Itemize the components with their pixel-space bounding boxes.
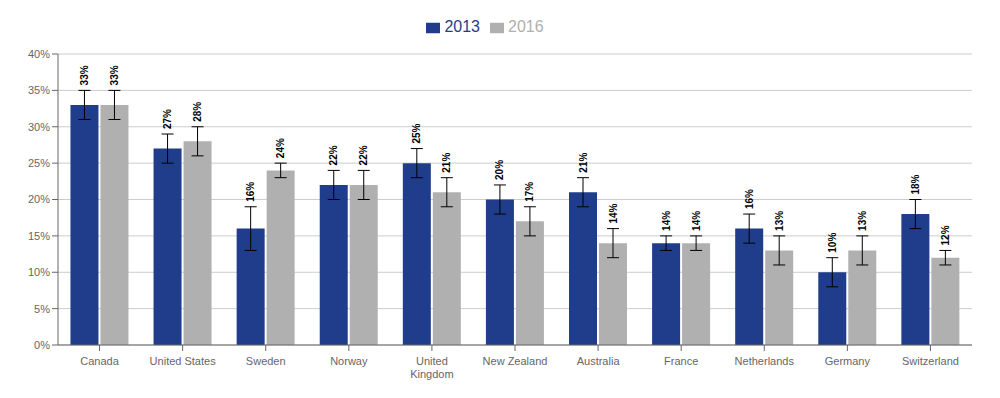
svg-text:33%: 33% [79, 65, 90, 85]
svg-text:33%: 33% [109, 65, 120, 85]
svg-text:New Zealand: New Zealand [483, 355, 548, 367]
svg-text:14%: 14% [608, 203, 619, 223]
svg-text:22%: 22% [358, 145, 369, 165]
svg-text:27%: 27% [162, 109, 173, 129]
svg-text:21%: 21% [578, 153, 589, 173]
svg-text:20%: 20% [494, 160, 505, 180]
svg-text:16%: 16% [245, 182, 256, 202]
svg-text:40%: 40% [28, 48, 50, 60]
svg-text:18%: 18% [910, 174, 921, 194]
svg-text:Switzerland: Switzerland [902, 355, 959, 367]
svg-text:Sweden: Sweden [246, 355, 286, 367]
svg-text:14%: 14% [661, 211, 672, 231]
svg-text:Netherlands: Netherlands [735, 355, 795, 367]
svg-text:Germany: Germany [825, 355, 871, 367]
svg-text:20%: 20% [28, 193, 50, 205]
html-text:2016: 2016 [508, 18, 544, 35]
svg-text:25%: 25% [28, 157, 50, 169]
html-text:2013: 2013 [444, 18, 480, 35]
svg-text:13%: 13% [774, 211, 785, 231]
svg-text:Canada: Canada [80, 355, 119, 367]
svg-text:17%: 17% [524, 182, 535, 202]
svg-text:Australia: Australia [577, 355, 621, 367]
svg-text:16%: 16% [744, 189, 755, 209]
svg-text:14%: 14% [691, 211, 702, 231]
svg-text:24%: 24% [275, 138, 286, 158]
svg-text:France: France [664, 355, 698, 367]
svg-text:35%: 35% [28, 84, 50, 96]
svg-text:21%: 21% [441, 153, 452, 173]
svg-text:10%: 10% [28, 266, 50, 278]
svg-text:30%: 30% [28, 121, 50, 133]
svg-text:13%: 13% [857, 211, 868, 231]
svg-text:25%: 25% [411, 123, 422, 143]
svg-text:28%: 28% [192, 102, 203, 122]
svg-text:5%: 5% [34, 303, 50, 315]
svg-text:15%: 15% [28, 230, 50, 242]
svg-text:Norway: Norway [330, 355, 368, 367]
svg-text:United States: United States [150, 355, 217, 367]
svg-text:10%: 10% [827, 233, 838, 253]
svg-text:22%: 22% [328, 145, 339, 165]
svg-text:12%: 12% [940, 225, 951, 245]
svg-text:UnitedKingdom: UnitedKingdom [410, 355, 453, 380]
svg-text:0%: 0% [34, 339, 50, 351]
